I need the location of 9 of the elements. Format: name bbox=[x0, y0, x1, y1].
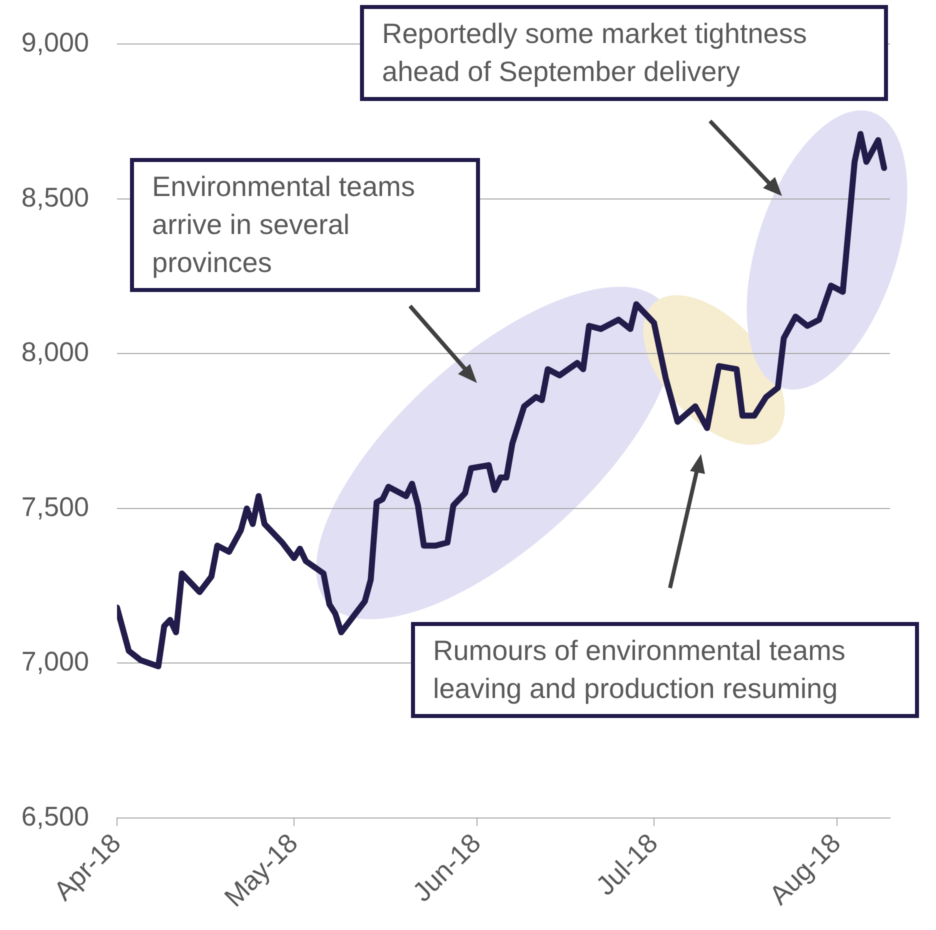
y-tick-label: 9,000 bbox=[21, 28, 89, 58]
text-box: Environmental teams arrive in several provinces bbox=[130, 158, 480, 292]
text-box: Reportedly some market tightness ahead of September delivery bbox=[360, 5, 888, 101]
y-tick-label: 8,500 bbox=[21, 182, 89, 212]
y-tick-label: 8,000 bbox=[21, 337, 89, 368]
text-box: Rumours of environmental teams leaving and production resuming bbox=[411, 622, 919, 718]
y-tick-label: 6,500 bbox=[21, 801, 89, 832]
y-tick-label: 7,000 bbox=[21, 646, 89, 677]
y-tick-label: 7,500 bbox=[21, 492, 89, 522]
